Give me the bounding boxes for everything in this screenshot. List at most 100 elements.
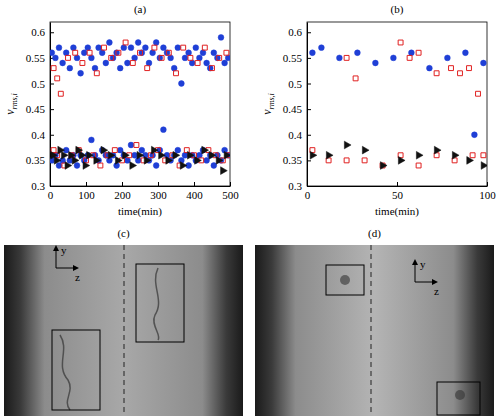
series bbox=[310, 40, 486, 168]
point bbox=[225, 55, 230, 61]
point bbox=[175, 45, 181, 51]
point bbox=[71, 45, 77, 51]
point bbox=[146, 60, 152, 66]
point bbox=[476, 91, 481, 96]
point bbox=[434, 71, 439, 76]
x-tick: 100 bbox=[479, 182, 496, 201]
point bbox=[138, 50, 143, 55]
point bbox=[103, 60, 109, 66]
point bbox=[81, 50, 87, 56]
point bbox=[73, 50, 78, 55]
points bbox=[50, 34, 230, 174]
x-tick-label: 200 bbox=[114, 189, 131, 201]
point bbox=[174, 71, 179, 76]
panel-title: (d) bbox=[368, 227, 381, 240]
y-tick: 0.55 bbox=[283, 52, 311, 64]
point bbox=[55, 76, 60, 81]
y-tick-label: 0.45 bbox=[26, 103, 46, 115]
point bbox=[61, 151, 68, 159]
plot-frame bbox=[50, 22, 230, 186]
series bbox=[310, 141, 487, 169]
point bbox=[344, 141, 351, 149]
point bbox=[134, 143, 139, 148]
point bbox=[181, 45, 186, 50]
y-tick: 0.45 bbox=[26, 103, 54, 115]
point bbox=[197, 55, 203, 61]
spot bbox=[340, 275, 350, 285]
point bbox=[179, 81, 185, 87]
point bbox=[427, 65, 433, 71]
highlight-box bbox=[136, 264, 184, 342]
point bbox=[54, 157, 61, 165]
point bbox=[67, 65, 73, 71]
point bbox=[362, 146, 369, 154]
point bbox=[102, 45, 107, 50]
point bbox=[94, 71, 99, 76]
series bbox=[51, 146, 230, 174]
x-tick: 300 bbox=[150, 182, 167, 201]
point bbox=[467, 157, 474, 165]
axis-label: y bbox=[420, 258, 426, 270]
x-tick: 500 bbox=[222, 182, 239, 201]
point bbox=[195, 157, 202, 165]
x-tick-mark bbox=[194, 182, 195, 186]
x-tick-mark bbox=[230, 182, 231, 186]
point bbox=[344, 158, 349, 163]
y-tick: 0.35 bbox=[283, 154, 311, 166]
point bbox=[101, 146, 108, 154]
y-axis-title-subscript: rms,i bbox=[267, 93, 276, 109]
point bbox=[449, 66, 454, 71]
point bbox=[391, 55, 397, 61]
point bbox=[175, 147, 181, 153]
point bbox=[109, 55, 114, 60]
y-tick: 0.6 bbox=[288, 26, 311, 38]
x-tick: 50 bbox=[392, 182, 404, 201]
point bbox=[180, 162, 187, 170]
x-axis-title: time(min) bbox=[375, 205, 419, 218]
y-axis-title-subscript: rms,i bbox=[10, 93, 19, 109]
point bbox=[344, 55, 349, 60]
y-tick-label: 0.3 bbox=[31, 180, 45, 192]
point bbox=[481, 60, 487, 66]
panel-title: (b) bbox=[391, 3, 404, 16]
point bbox=[187, 151, 194, 159]
point bbox=[416, 163, 421, 168]
point bbox=[153, 163, 159, 169]
x-tick-label: 500 bbox=[222, 189, 239, 201]
point bbox=[130, 61, 135, 66]
x-tick-label: 0 bbox=[48, 189, 54, 201]
point bbox=[481, 162, 487, 170]
point bbox=[326, 151, 333, 159]
point bbox=[362, 158, 367, 163]
point bbox=[202, 146, 209, 154]
point bbox=[87, 50, 92, 55]
point bbox=[216, 157, 223, 165]
point bbox=[121, 45, 127, 51]
point bbox=[80, 61, 85, 66]
point bbox=[197, 152, 203, 158]
y-tick-label: 0.4 bbox=[288, 129, 302, 141]
point bbox=[137, 151, 144, 159]
point bbox=[211, 50, 217, 56]
y-tick-label: 0.5 bbox=[288, 78, 302, 90]
point bbox=[398, 157, 405, 165]
y-tick-mark bbox=[50, 186, 54, 187]
axis-label: z bbox=[75, 271, 80, 283]
x-tick-mark bbox=[158, 182, 159, 186]
series bbox=[50, 34, 230, 168]
point bbox=[85, 45, 91, 51]
point bbox=[78, 70, 84, 76]
point bbox=[337, 55, 343, 61]
x-axis-line bbox=[308, 186, 488, 187]
y-tick: 0.5 bbox=[288, 78, 311, 90]
point bbox=[150, 50, 156, 56]
point bbox=[89, 137, 95, 143]
panel-title: (c) bbox=[117, 227, 130, 240]
series bbox=[310, 45, 487, 138]
point bbox=[481, 153, 486, 158]
point bbox=[66, 55, 71, 60]
point bbox=[218, 34, 224, 40]
x-tick-label: 400 bbox=[186, 189, 203, 201]
series bbox=[51, 40, 230, 168]
x-tick-label: 300 bbox=[150, 189, 167, 201]
